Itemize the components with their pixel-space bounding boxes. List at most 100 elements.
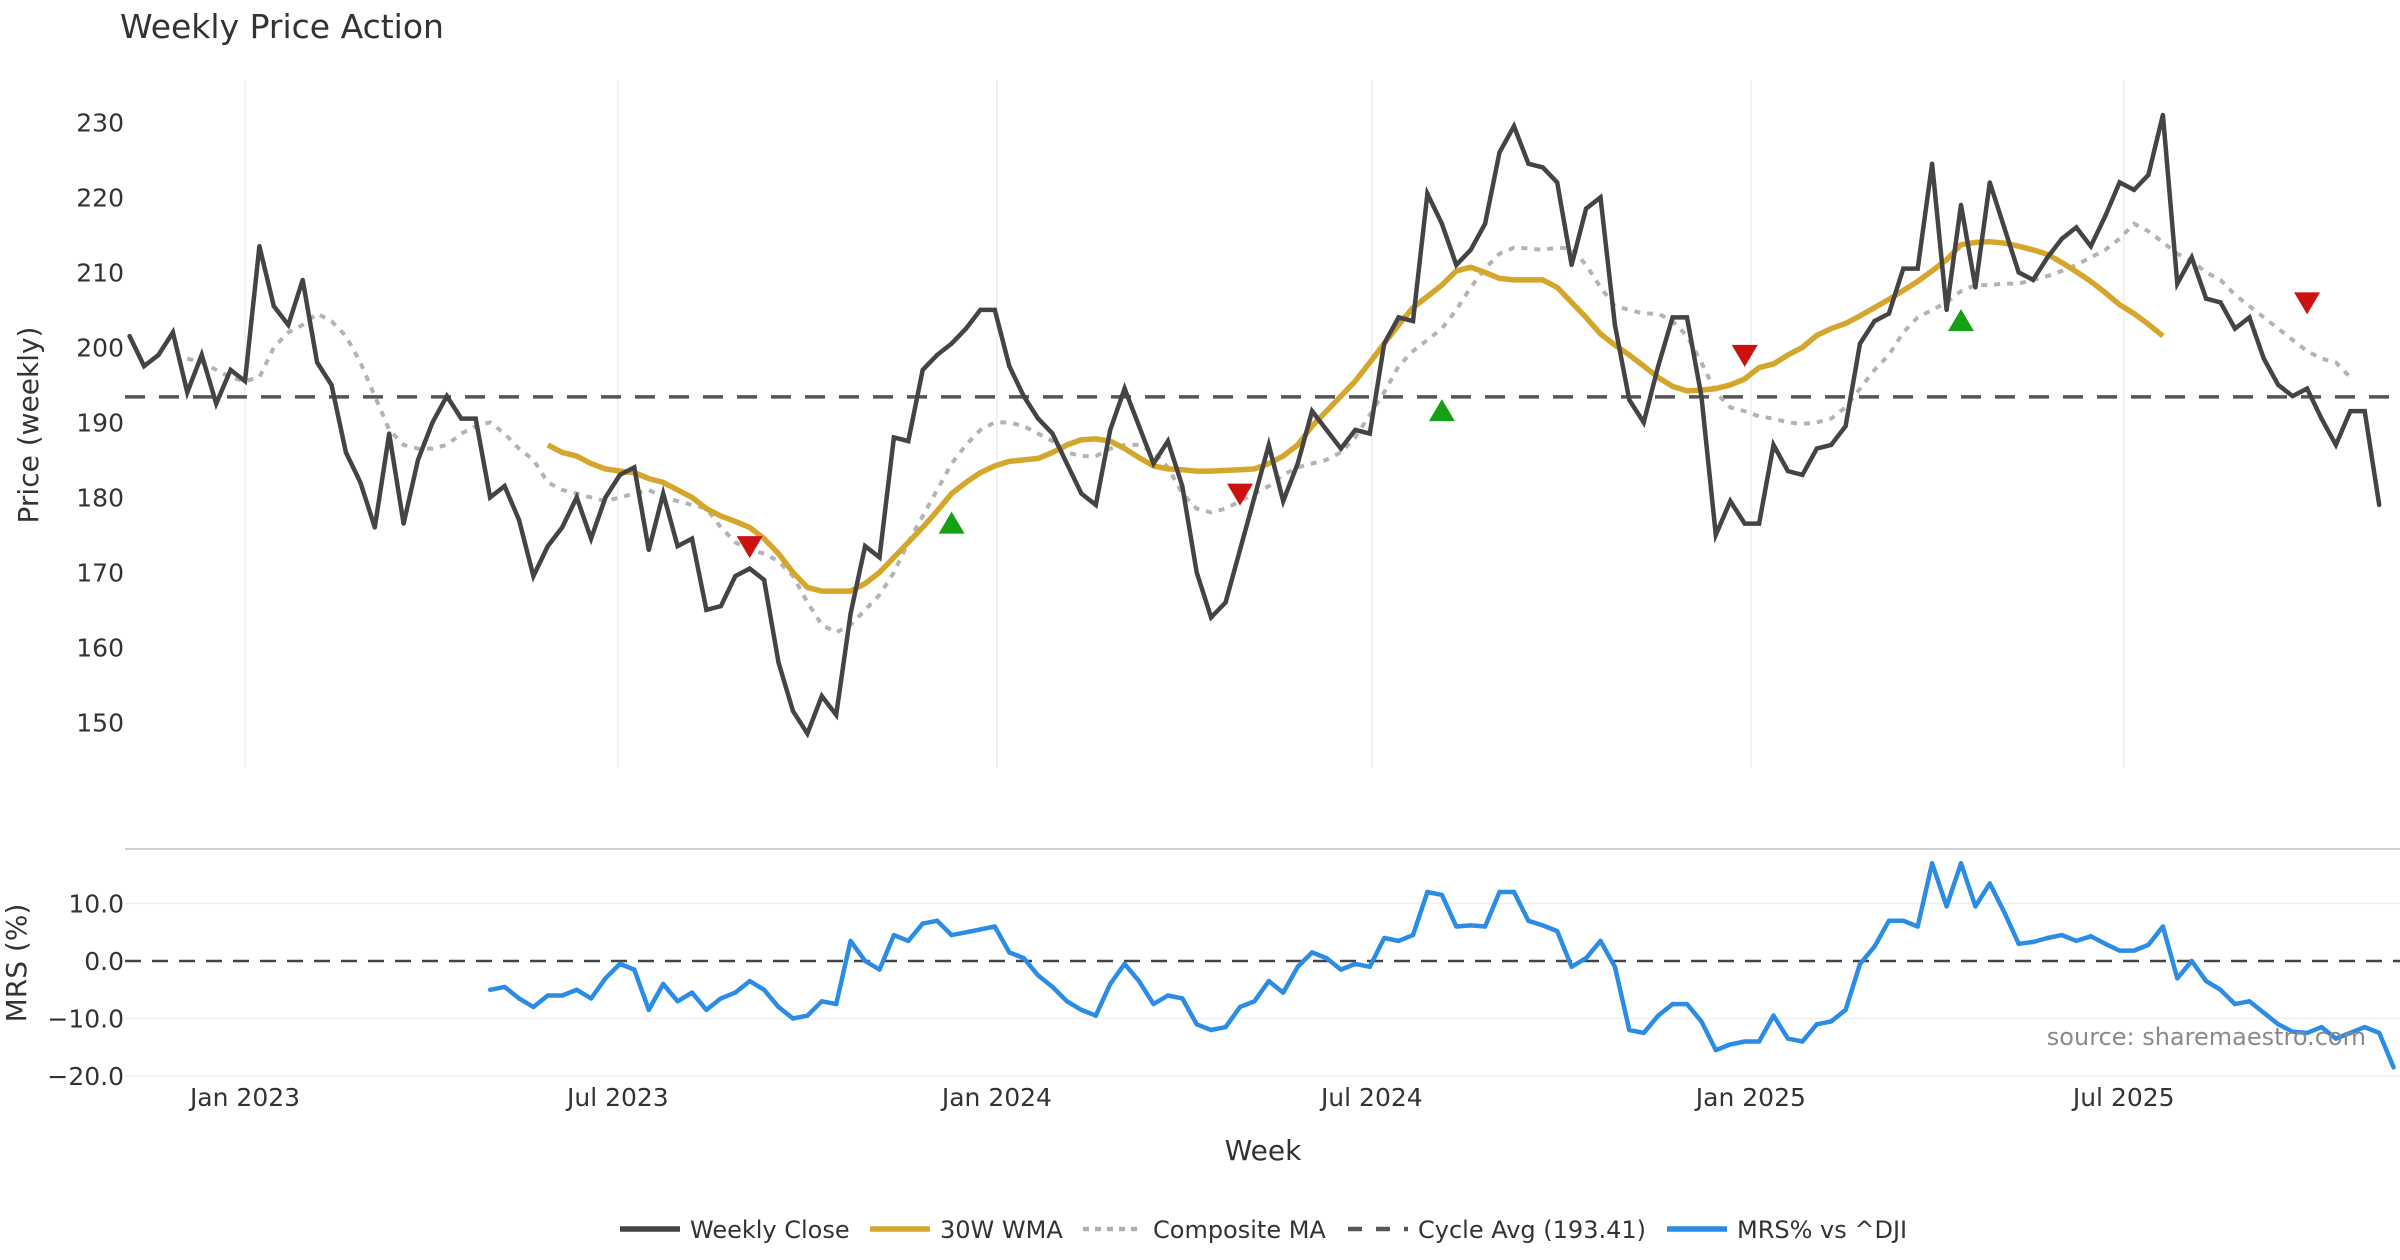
weekly-close-point <box>1973 285 1978 290</box>
weekly-close-point <box>1915 266 1920 271</box>
mrs-point <box>2304 1030 2310 1036</box>
mrs-point <box>1194 1022 1199 1027</box>
mrs-point <box>1223 1024 1228 1030</box>
mrs-point <box>978 927 983 932</box>
legend-item: MRS% vs ^DJI <box>1667 1216 1907 1244</box>
mrs-point <box>2059 932 2065 938</box>
mrs-point <box>1122 961 1127 967</box>
mrs-point <box>689 990 695 995</box>
weekly-close-point <box>862 543 868 549</box>
weekly-close-point <box>1295 461 1300 466</box>
mrs-point <box>805 1013 810 1018</box>
mrs-point <box>2218 987 2223 992</box>
mrs-point <box>761 987 767 992</box>
weekly-close-point <box>1583 206 1589 211</box>
mrs-point <box>1050 984 1055 990</box>
weekly-close-point <box>747 566 752 571</box>
weekly-close-point <box>286 322 291 328</box>
weekly-close-point <box>560 525 565 530</box>
mrs-point <box>1295 964 1300 969</box>
price-y-tick-label: 220 <box>76 183 124 212</box>
weekly-close-point <box>588 536 594 541</box>
mrs-point <box>1064 999 1070 1004</box>
weekly-close-point <box>1756 521 1762 526</box>
mrs-point <box>1497 889 1502 895</box>
weekly-close-point <box>1598 195 1603 200</box>
mrs-point <box>718 996 724 1001</box>
weekly-close-point <box>1612 322 1618 328</box>
weekly-close-point <box>1122 386 1127 391</box>
weekly-close-point <box>1151 461 1156 466</box>
weekly-close-point <box>430 420 435 425</box>
weekly-close-point <box>1987 180 1993 185</box>
mrs-y-axis-label: MRS (%) <box>0 904 33 1023</box>
mrs-y-ticks: −20.0 −10.0 0.0 10.0 <box>47 890 124 1092</box>
weekly-close-point <box>1396 315 1401 320</box>
mrs-point <box>1266 978 1272 984</box>
mrs-point <box>2117 948 2122 953</box>
mrs-point <box>661 981 666 987</box>
source-annotation: source: sharemaestro.com <box>2047 1023 2366 1051</box>
mrs-point <box>848 938 853 944</box>
weekly-close-point <box>1064 461 1070 466</box>
weekly-close-point <box>1223 600 1228 605</box>
signal-markers <box>736 292 2321 559</box>
weekly-close-point <box>1901 266 1906 271</box>
weekly-close-point <box>2319 416 2324 421</box>
weekly-close-point <box>1569 262 1574 268</box>
mrs-point <box>1598 938 1603 944</box>
mrs-y-tick-label: 10.0 <box>68 890 124 919</box>
mrs-point <box>992 924 997 929</box>
weekly-close-point <box>185 390 190 395</box>
mrs-point <box>1742 1039 1747 1044</box>
mrs-point <box>1857 961 1863 967</box>
mrs-point <box>560 993 565 998</box>
weekly-close-point <box>891 435 897 440</box>
weekly-close-point <box>459 416 464 421</box>
weekly-close-point <box>1007 363 1012 369</box>
price-y-tick-label: 210 <box>76 258 124 287</box>
mrs-y-tick-label: −10.0 <box>47 1005 124 1034</box>
weekly-close-point <box>2146 172 2151 178</box>
mrs-point <box>1281 990 1286 995</box>
weekly-close-point <box>170 330 176 335</box>
mrs-point <box>1814 1022 1820 1027</box>
mrs-point <box>1324 955 1329 961</box>
weekly-close-point <box>2333 442 2339 448</box>
weekly-close-point <box>2117 180 2122 185</box>
weekly-close-point <box>1699 393 1704 399</box>
mrs-point <box>1410 932 1416 938</box>
price-y-tick-label: 200 <box>76 333 124 362</box>
mrs-point <box>1728 1042 1733 1047</box>
weekly-close-point <box>963 326 969 331</box>
weekly-close-point <box>1035 416 1041 421</box>
weekly-close-point <box>2059 236 2065 241</box>
legend: Weekly Close 30W WMA Composite MA Cycle Avg… <box>620 1216 1907 1244</box>
mrs-point <box>1353 961 1358 967</box>
weekly-close-point <box>761 577 767 583</box>
mrs-point <box>2175 976 2180 981</box>
wma-30w-line <box>546 238 2165 594</box>
mrs-point <box>2160 924 2166 929</box>
sell-signal-marker <box>736 536 763 559</box>
mrs-point <box>2348 1030 2353 1036</box>
mrs-horizontal-gridlines <box>125 902 2400 1077</box>
weekly-close-point <box>545 543 550 549</box>
weekly-close-point <box>1021 393 1026 399</box>
mrs-y-tick-label: −20.0 <box>47 1062 124 1091</box>
weekly-close-point <box>1324 427 1329 433</box>
mrs-point <box>1555 928 1560 934</box>
weekly-close-point <box>300 277 305 283</box>
weekly-close-point <box>1208 615 1214 620</box>
price-vertical-gridlines <box>244 80 2125 768</box>
weekly-close-point <box>949 341 954 346</box>
weekly-close-point <box>1627 397 1632 403</box>
weekly-close-point <box>1309 408 1315 414</box>
mrs-point <box>531 1004 536 1010</box>
mrs-point <box>1396 938 1401 944</box>
weekly-close-point <box>487 495 493 500</box>
weekly-close-point <box>2348 408 2353 414</box>
mrs-point <box>1785 1036 1791 1041</box>
legend-label: Cycle Avg (193.41) <box>1418 1216 1646 1244</box>
mrs-point <box>646 1007 651 1013</box>
